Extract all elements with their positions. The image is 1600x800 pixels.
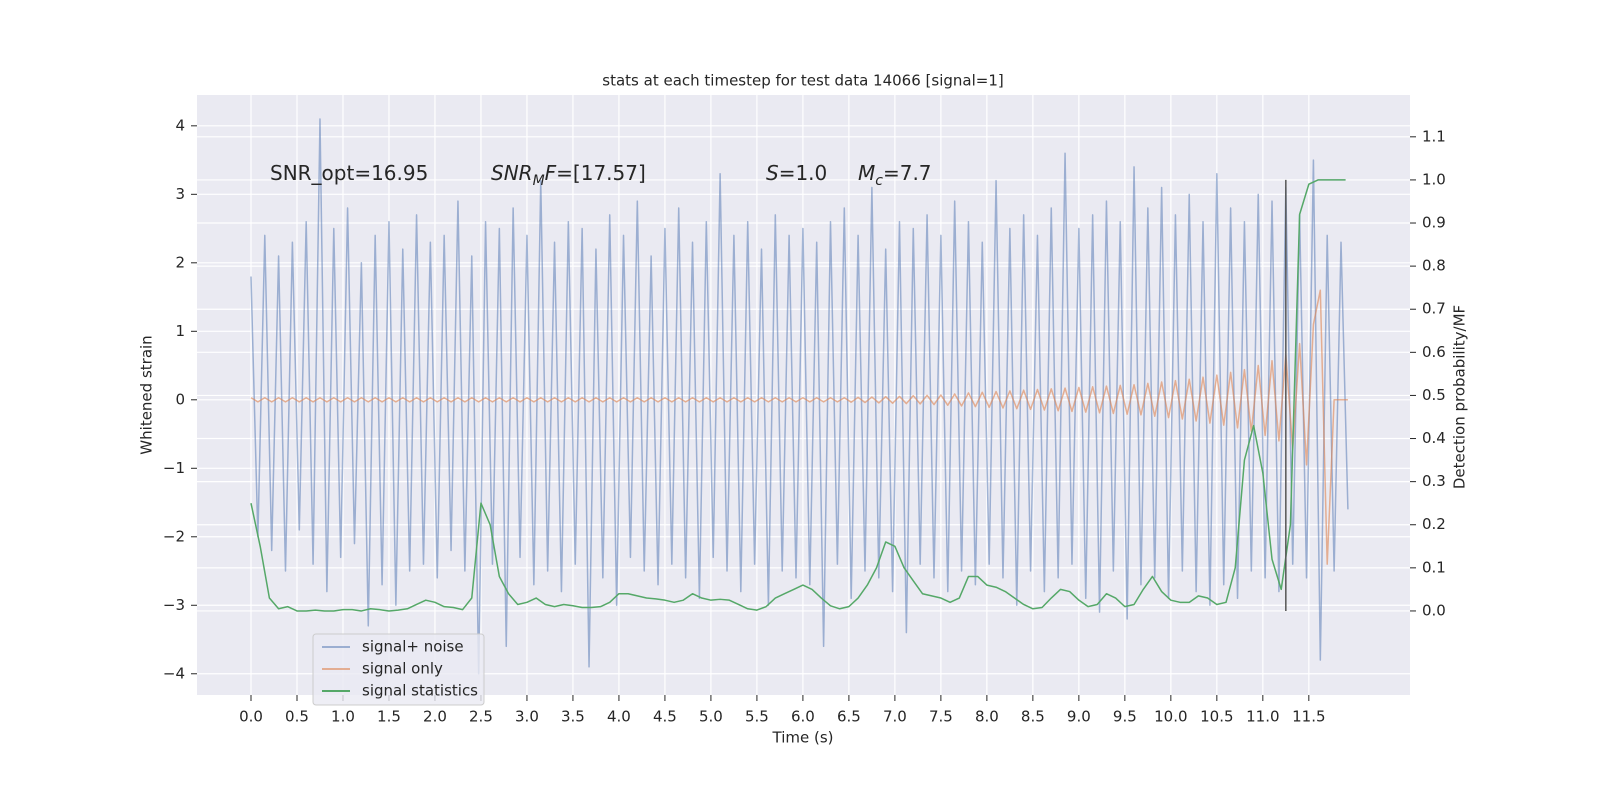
x-tick-label: 5.0 bbox=[699, 708, 723, 726]
axes: 0.0 0.5 1.0 1.5 2.0 2.5 3.0 3.5 4.0 4.5 5.0 5.5 6.0 6… bbox=[163, 116, 1446, 725]
x-tick-label: 8.0 bbox=[975, 708, 999, 726]
series-line bbox=[250, 179, 1346, 612]
legend-label: signal statistics bbox=[362, 682, 478, 700]
x-tick-label: 11.0 bbox=[1246, 708, 1279, 726]
y2-tick-label: 1.0 bbox=[1422, 170, 1446, 188]
x-axis-label: Time (s) bbox=[772, 729, 834, 747]
annotation: S=1.0 bbox=[766, 161, 827, 185]
series-line bbox=[250, 289, 1348, 565]
y2-axis-label: Detection probability/MF bbox=[1451, 305, 1469, 489]
legend-label: signal only bbox=[362, 660, 443, 678]
annotation-part: S bbox=[766, 161, 779, 185]
annotation: SNR_opt=16.95 bbox=[270, 161, 428, 185]
y2-tick-label: 0.7 bbox=[1422, 300, 1446, 318]
x-tick-label: 9.0 bbox=[1067, 708, 1091, 726]
y-tick-label: 2 bbox=[175, 253, 185, 271]
annotation: SNRMF=[17.57] bbox=[491, 161, 646, 189]
y2-tick-label: 0.9 bbox=[1422, 214, 1446, 232]
y2-tick-label: 0.2 bbox=[1422, 515, 1446, 533]
legend-label: signal+ noise bbox=[362, 638, 464, 656]
x-tick-label: 0.5 bbox=[285, 708, 309, 726]
x-tick-label: 9.5 bbox=[1113, 708, 1137, 726]
annotation-part: =1.0 bbox=[779, 161, 828, 185]
y2-tick-label: 0.8 bbox=[1422, 257, 1446, 275]
x-tick-label: 3.5 bbox=[561, 708, 585, 726]
y-tick-label: 3 bbox=[175, 185, 185, 203]
annotation-part: =7.7 bbox=[883, 161, 932, 185]
x-tick-label: 2.0 bbox=[423, 708, 447, 726]
y-axis-label: Whitened strain bbox=[138, 335, 156, 454]
y-tick-label: −4 bbox=[163, 664, 185, 682]
y2-tick-label: 0.6 bbox=[1422, 343, 1446, 361]
y2-tick-label: 0.1 bbox=[1422, 558, 1446, 576]
y-tick-label: −1 bbox=[163, 459, 185, 477]
x-tick-label: 11.5 bbox=[1292, 708, 1325, 726]
annotation-part: SNR_opt=16.95 bbox=[270, 161, 428, 185]
series-line bbox=[250, 118, 1349, 675]
annotation-part: F bbox=[545, 161, 557, 185]
x-tick-label: 8.5 bbox=[1021, 708, 1045, 726]
x-tick-label: 1.5 bbox=[377, 708, 401, 726]
y-tick-label: 0 bbox=[175, 390, 185, 408]
y2-tick-label: 0.5 bbox=[1422, 386, 1446, 404]
x-tick-label: 10.5 bbox=[1200, 708, 1233, 726]
y-tick-label: −3 bbox=[163, 596, 185, 614]
x-tick-label: 2.5 bbox=[469, 708, 493, 726]
annotation: Mc=7.7 bbox=[858, 161, 932, 189]
legend: signal+ noise signal only signal statistic… bbox=[312, 633, 485, 706]
marks bbox=[250, 118, 1349, 675]
x-tick-label: 5.5 bbox=[745, 708, 769, 726]
x-tick-label: 1.0 bbox=[331, 708, 355, 726]
x-tick-label: 6.5 bbox=[837, 708, 861, 726]
annotation-part: SNR bbox=[491, 161, 533, 185]
x-tick-label: 0.0 bbox=[239, 708, 263, 726]
y-tick-label: 1 bbox=[175, 322, 185, 340]
x-tick-label: 3.0 bbox=[515, 708, 539, 726]
annotation-part: c bbox=[875, 173, 883, 189]
x-tick-label: 7.0 bbox=[883, 708, 907, 726]
y-tick-label: −2 bbox=[163, 527, 185, 545]
x-tick-label: 10.0 bbox=[1154, 708, 1187, 726]
x-tick-label: 4.5 bbox=[653, 708, 677, 726]
y2-tick-label: 0.0 bbox=[1422, 601, 1446, 619]
x-tick-label: 6.0 bbox=[791, 708, 815, 726]
y2-tick-label: 0.3 bbox=[1422, 472, 1446, 490]
y-tick-label: 4 bbox=[175, 116, 185, 134]
annotation-part: M bbox=[858, 161, 875, 185]
annotation-part: =[17.57] bbox=[556, 161, 646, 185]
x-tick-label: 7.5 bbox=[929, 708, 953, 726]
annotation-part: M bbox=[533, 173, 545, 189]
y2-tick-label: 1.1 bbox=[1422, 127, 1446, 145]
legend-box bbox=[312, 633, 485, 706]
x-tick-label: 4.0 bbox=[607, 708, 631, 726]
y2-tick-label: 0.4 bbox=[1422, 429, 1446, 447]
chart-title: stats at each timestep for test data 140… bbox=[602, 72, 1003, 90]
